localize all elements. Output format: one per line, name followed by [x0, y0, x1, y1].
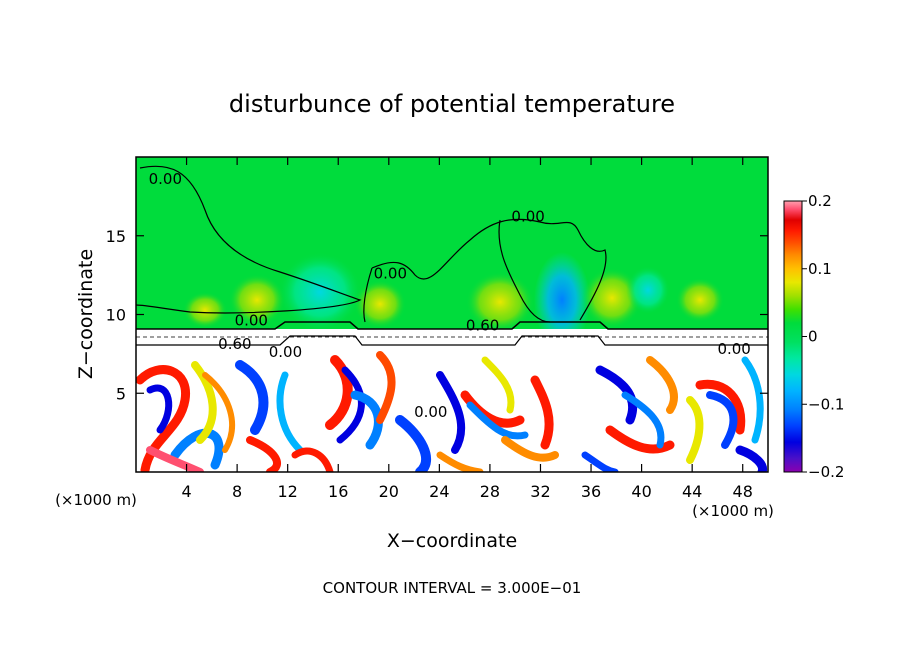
contour-label: 0.00 [235, 312, 268, 330]
colorbar [783, 200, 803, 473]
contour-label: 0.00 [269, 343, 302, 361]
x-tick-label: 20 [379, 482, 399, 501]
turbulent-eddies [136, 351, 767, 472]
contour-label: 0.00 [511, 208, 544, 226]
y-tick-label: 5 [116, 384, 126, 403]
contour-lines [136, 165, 607, 323]
y-axis: 5 10 15 [106, 227, 768, 403]
x-unit-label-right: (×1000 m) [692, 502, 774, 520]
x-unit-label-left: (×1000 m) [55, 491, 137, 509]
x-tick-label: 12 [278, 482, 298, 501]
colorbar-tick-label: 0.2 [808, 192, 832, 210]
contour-labels: 0.000.000.000.00 0.600.60 0.000.000.00 [149, 170, 751, 421]
colorbar-tick-label: −0.1 [808, 395, 844, 413]
y-tick-label: 10 [106, 306, 126, 325]
x-tick-label: 16 [328, 482, 348, 501]
x-tick-label: 24 [429, 482, 449, 501]
contour-label: 0.00 [374, 264, 407, 282]
y-axis-label: Z−coordinate [75, 249, 97, 379]
contour-label: 0.00 [717, 340, 750, 358]
x-tick-label: 4 [181, 482, 191, 501]
plot-area [136, 157, 768, 472]
y-tick-label: 15 [106, 227, 126, 246]
chart-title: disturbunce of potential temperature [229, 90, 675, 118]
x-tick-label: 40 [631, 482, 651, 501]
x-tick-label: 36 [581, 482, 601, 501]
colorbar-tick-label: 0.1 [808, 260, 832, 278]
x-tick-label: 48 [733, 482, 753, 501]
colorbar-ticks: 0.2 0.1 0 −0.1 −0.2 [802, 192, 844, 481]
colorbar-tick-label: −0.2 [808, 463, 844, 481]
upper-disturbances [183, 252, 724, 348]
x-tick-label: 28 [480, 482, 500, 501]
contour-label: 0.00 [414, 403, 447, 421]
contour-label: 0.60 [466, 316, 499, 334]
x-tick-label: 44 [682, 482, 702, 501]
contour-label: 0.60 [218, 335, 251, 353]
x-tick-label: 8 [232, 482, 242, 501]
colorbar-tick-label: 0 [808, 328, 818, 346]
x-axis-label: X−coordinate [387, 530, 517, 552]
contour-label: 0.00 [149, 170, 182, 188]
x-tick-label: 32 [530, 482, 550, 501]
contour-interval-note: CONTOUR INTERVAL = 3.000E−01 [323, 579, 582, 597]
x-axis: 4 8 12 16 20 24 28 32 36 40 44 48 [181, 157, 753, 501]
